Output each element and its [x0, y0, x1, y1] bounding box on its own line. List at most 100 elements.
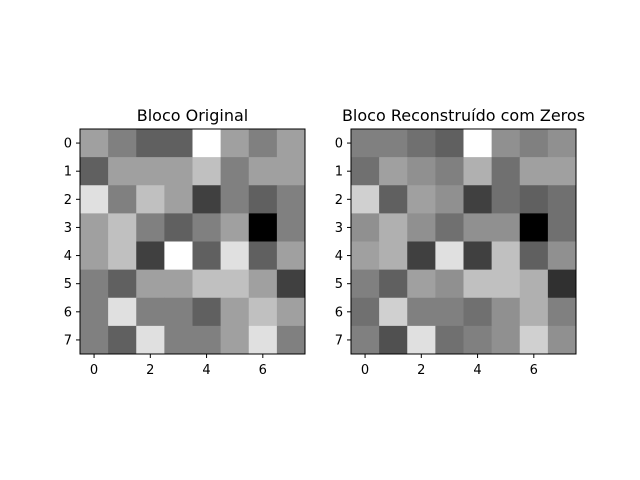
heatmap-cell [491, 185, 521, 214]
heatmap-cell [108, 129, 137, 158]
heatmap-cell [379, 297, 408, 327]
heatmap-cell [248, 325, 278, 355]
heatmap-cell [435, 157, 464, 186]
y-tick-label: 2 [64, 193, 72, 208]
heatmap-cell [192, 269, 222, 299]
heatmap-cell [379, 157, 408, 186]
heatmap-cell [220, 129, 250, 158]
heatmap-cell [407, 269, 436, 299]
heatmap-cell [519, 325, 549, 355]
heatmap-cell [136, 325, 165, 355]
heatmap-cell [80, 185, 109, 214]
heatmap-cell [164, 213, 193, 242]
heatmap-cell [192, 129, 222, 158]
y-tick-label: 5 [335, 277, 343, 292]
heatmap-panel-reconstructed: Bloco Reconstruído com Zeros 0 2 4 6 0 1 2 3 4 5 6 7 [335, 106, 585, 378]
heatmap-cell [80, 129, 109, 158]
heatmap-cell [164, 297, 193, 327]
heatmap-cell [276, 157, 306, 186]
heatmap-cell [276, 241, 306, 271]
heatmap-cell [192, 157, 222, 186]
heatmap-cell [379, 269, 408, 299]
heatmap-cell [491, 213, 521, 242]
heatmap-cell [108, 157, 137, 186]
heatmap-cell [351, 269, 380, 299]
heatmap-cell [220, 185, 250, 214]
y-tick-label: 1 [335, 165, 343, 180]
heatmap-cell [351, 297, 380, 327]
heatmap-cell [136, 213, 165, 242]
heatmap-cell [491, 157, 521, 186]
heatmap-cell [351, 325, 380, 355]
heatmap-cell [491, 241, 521, 271]
heatmap-cell [164, 269, 193, 299]
heatmap-cell [80, 269, 109, 299]
axes-frame [350, 128, 577, 355]
heatmap-cell [519, 129, 549, 158]
heatmap-cell [519, 185, 549, 214]
heatmap-cell [547, 129, 577, 158]
heatmap-cell [220, 325, 250, 355]
heatmap-cell [407, 129, 436, 158]
heatmap-cell [220, 213, 250, 242]
heatmap-cell [276, 269, 306, 299]
y-tick-label: 4 [335, 249, 343, 264]
heatmap-cell [351, 241, 380, 271]
y-tick-label: 3 [64, 221, 72, 236]
heatmap-cell [248, 297, 278, 327]
y-tick-label: 2 [335, 193, 343, 208]
chart-title: Bloco Original [137, 106, 249, 125]
heatmap-cell [248, 213, 278, 242]
heatmap-cell [435, 185, 464, 214]
heatmap-cell [220, 297, 250, 327]
heatmap-cell [136, 269, 165, 299]
heatmap-cell [463, 269, 493, 299]
heatmap-cell [547, 213, 577, 242]
heatmap-cell [435, 129, 464, 158]
heatmap-cell [136, 157, 165, 186]
heatmap-cell [108, 269, 137, 299]
heatmap-cell [351, 185, 380, 214]
y-tick-label: 7 [64, 333, 72, 348]
heatmap-cell [108, 213, 137, 242]
heatmap-cell [220, 157, 250, 186]
heatmap-cell [379, 325, 408, 355]
heatmap-cell [136, 185, 165, 214]
heatmap-cell [164, 185, 193, 214]
heatmap-cell [248, 241, 278, 271]
heatmap-cell [379, 185, 408, 214]
y-tick-label: 6 [64, 305, 72, 320]
heatmap-panel-original: Bloco Original 0 2 4 6 0 1 2 3 4 5 6 7 [64, 106, 306, 378]
x-tick-label: 0 [90, 363, 98, 378]
heatmap-cell [519, 213, 549, 242]
heatmap-cell [136, 241, 165, 271]
heatmap-cell [547, 241, 577, 271]
heatmap-cell [164, 241, 193, 271]
heatmap-cell [547, 157, 577, 186]
heatmap-cell [407, 157, 436, 186]
y-tick-label: 3 [335, 221, 343, 236]
x-tick-label: 6 [530, 363, 538, 378]
x-tick-label: 4 [202, 363, 210, 378]
heatmap-cell [519, 269, 549, 299]
heatmap-cell [435, 297, 464, 327]
heatmap-cell [192, 185, 222, 214]
heatmap-cell [248, 157, 278, 186]
heatmap-cell [192, 325, 222, 355]
heatmap-cell [108, 241, 137, 271]
heatmap-cell [435, 213, 464, 242]
heatmap-cell [463, 185, 493, 214]
heatmap-cell [519, 241, 549, 271]
heatmap-cell [547, 325, 577, 355]
heatmap-cell [463, 241, 493, 271]
heatmap-cell [547, 185, 577, 214]
y-tick-label: 7 [335, 333, 343, 348]
y-tick-label: 0 [64, 137, 72, 152]
heatmap-cell [276, 213, 306, 242]
heatmap-cell [379, 241, 408, 271]
heatmap-cell [491, 269, 521, 299]
heatmap-cell [463, 325, 493, 355]
heatmap-cell [80, 325, 109, 355]
heatmap-cell [80, 241, 109, 271]
heatmap-cell [547, 297, 577, 327]
